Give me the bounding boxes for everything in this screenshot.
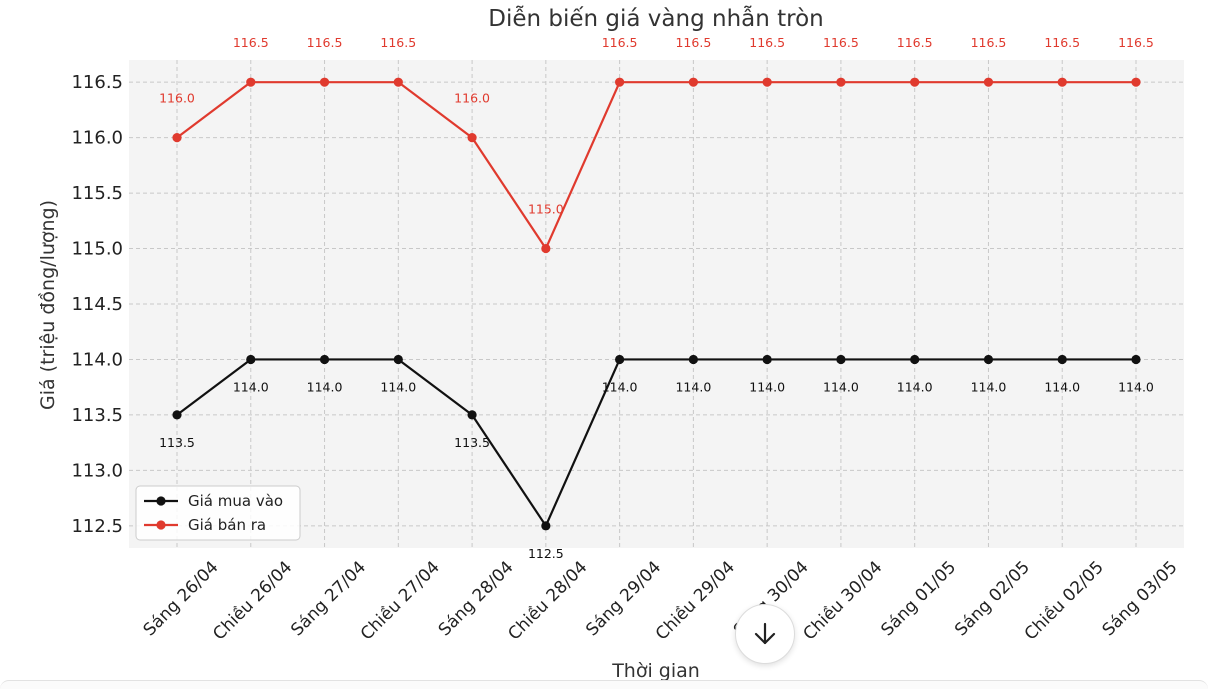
data-label-sell: 116.5 — [897, 35, 933, 50]
data-label-buy: 114.0 — [823, 379, 859, 394]
data-label-buy: 114.0 — [380, 379, 416, 394]
data-point-sell — [541, 243, 551, 254]
data-point-buy — [393, 354, 403, 365]
data-label-sell: 116.5 — [675, 35, 711, 50]
data-label-sell: 116.0 — [159, 91, 195, 106]
arrow-down-icon — [754, 622, 776, 645]
x-tick-label: Sáng 01/05 — [877, 557, 960, 640]
data-label-buy: 113.5 — [454, 435, 490, 450]
data-point-sell — [762, 77, 772, 87]
data-point-sell — [910, 77, 920, 87]
series-line-sell — [176, 81, 1136, 250]
data-point-buy — [541, 521, 551, 531]
data-label-buy: 114.0 — [233, 379, 269, 394]
data-label-buy: 114.0 — [971, 379, 1007, 394]
data-point-sell — [1057, 77, 1067, 87]
y-tick-label: 114.5 — [71, 294, 123, 315]
data-point-sell — [393, 77, 403, 87]
y-tick-label: 113.5 — [71, 405, 123, 426]
data-label-buy: 114.0 — [897, 379, 933, 394]
x-tick-label: Chiều 27/04 — [356, 557, 444, 645]
x-tick-label: Sáng 27/04 — [287, 557, 370, 640]
data-label-buy: 114.0 — [1044, 379, 1080, 394]
data-labels: 113.5 114.0 114.0 114.0 113.5 112.5 114.0 114.0… — [159, 35, 1154, 561]
data-label-buy: 112.5 — [528, 546, 564, 561]
data-label-sell: 116.0 — [454, 91, 490, 106]
chart-title: Diễn biến giá vàng nhẫn tròn — [488, 4, 824, 32]
data-point-sell — [688, 77, 698, 87]
legend-label-buy: Giá mua vào — [188, 492, 283, 510]
scroll-down-button[interactable] — [735, 604, 795, 664]
y-tick-label: 115.0 — [71, 239, 123, 260]
data-point-sell — [246, 77, 256, 87]
legend-box — [135, 485, 301, 541]
data-point-sell — [319, 77, 330, 87]
bottom-panel-edge — [0, 680, 1208, 689]
data-label-sell: 116.5 — [307, 35, 343, 50]
data-point-sell — [983, 77, 994, 87]
y-tick-label: 112.5 — [71, 516, 123, 537]
legend-label-sell: Giá bán ra — [188, 516, 266, 534]
y-tick-label: 114.0 — [71, 349, 123, 370]
y-tick-label: 113.0 — [71, 460, 123, 481]
data-label-sell: 116.5 — [749, 35, 785, 50]
data-point-sell — [836, 77, 846, 87]
x-tick-label: Chiều 29/04 — [651, 557, 739, 645]
series-line-buy — [176, 358, 1136, 527]
x-tick-label: Chiều 28/04 — [504, 557, 592, 645]
data-label-buy: 114.0 — [602, 379, 638, 394]
data-label-sell: 116.5 — [602, 35, 638, 50]
data-point-buy — [910, 354, 920, 365]
data-point-buy — [615, 354, 625, 365]
y-tick-label: 116.0 — [71, 128, 123, 149]
data-point-buy — [1131, 354, 1141, 365]
data-point-sell — [615, 77, 625, 87]
x-tick-label: Chiều 02/05 — [1020, 557, 1108, 645]
x-tick-label: Sáng 26/04 — [140, 557, 223, 640]
legend-marker-sell — [156, 520, 166, 530]
x-tick-label: Sáng 29/04 — [582, 557, 665, 640]
data-label-sell: 116.5 — [1044, 35, 1080, 50]
data-point-sell — [1131, 77, 1141, 87]
data-point-buy — [319, 354, 330, 365]
data-point-buy — [688, 354, 698, 365]
legend-marker-buy — [156, 496, 166, 506]
legend: Giá mua vào Giá bán ra — [135, 485, 301, 541]
y-tick-label: 115.5 — [71, 183, 123, 204]
data-label-sell: 116.5 — [823, 35, 859, 50]
data-label-sell: 116.5 — [1118, 35, 1154, 50]
data-label-buy: 114.0 — [307, 379, 343, 394]
data-label-buy: 113.5 — [159, 435, 195, 450]
data-point-buy — [762, 354, 772, 365]
data-point-sell — [467, 133, 477, 143]
y-tick-label: 116.5 — [71, 72, 123, 93]
x-tick-label: Sáng 28/04 — [435, 557, 518, 640]
data-point-buy — [836, 354, 846, 365]
data-label-buy: 114.0 — [1118, 379, 1154, 394]
data-point-buy — [1057, 354, 1067, 365]
data-point-sell — [172, 133, 182, 143]
x-axis-label: Thời gian — [611, 660, 700, 682]
x-tick-label: Sáng 02/05 — [951, 557, 1034, 640]
data-point-buy — [983, 354, 994, 365]
y-axis-label: Giá (triệu đồng/lượng) — [37, 200, 59, 410]
x-tick-label: Chiều 30/04 — [799, 557, 887, 645]
data-label-sell: 116.5 — [233, 35, 269, 50]
data-label-buy: 114.0 — [749, 379, 785, 394]
data-point-buy — [246, 354, 256, 365]
data-label-sell: 115.0 — [528, 202, 564, 217]
data-point-buy — [467, 410, 477, 420]
data-point-buy — [172, 410, 182, 420]
series-layer — [172, 77, 1141, 531]
x-tick-label: Chiều 26/04 — [209, 557, 297, 645]
data-label-buy: 114.0 — [675, 379, 711, 394]
data-label-sell: 116.5 — [971, 35, 1007, 50]
x-tick-label: Sáng 03/05 — [1099, 557, 1182, 640]
data-label-sell: 116.5 — [380, 35, 416, 50]
